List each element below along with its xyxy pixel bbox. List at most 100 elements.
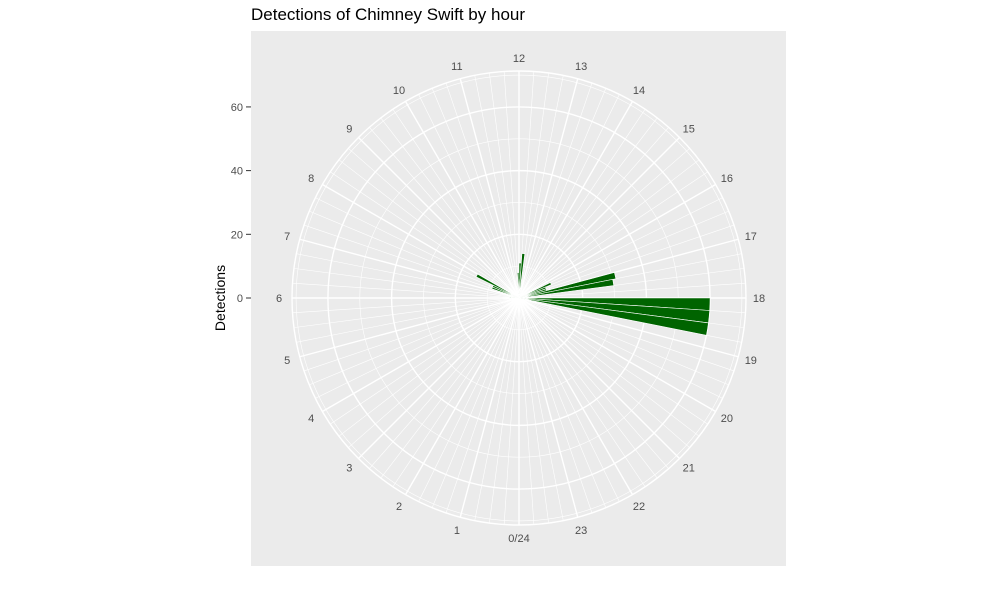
minor-spoke	[369, 127, 520, 299]
minor-spoke	[392, 297, 520, 487]
minor-spoke	[489, 297, 520, 524]
major-spoke	[357, 297, 520, 460]
minor-spoke	[380, 117, 520, 299]
minor-spoke	[338, 297, 520, 437]
hour-label: 21	[683, 463, 695, 475]
hour-label: 15	[683, 123, 695, 135]
minor-spoke	[518, 171, 708, 299]
hour-label: 4	[308, 413, 314, 425]
minor-spoke	[292, 297, 520, 314]
minor-spoke	[518, 94, 620, 299]
y-tick-label: 20	[231, 229, 243, 241]
bar	[518, 297, 709, 336]
major-spoke	[518, 297, 634, 495]
major-spoke	[299, 238, 520, 299]
minor-spoke	[518, 297, 658, 479]
major-spoke	[404, 101, 520, 299]
minor-spoke	[296, 297, 520, 343]
y-axis-label: Detections	[212, 265, 228, 331]
y-tick-label: 0	[237, 293, 243, 305]
major-spoke	[518, 297, 716, 413]
minor-spoke	[518, 197, 723, 299]
minor-spoke	[518, 297, 549, 524]
bar	[518, 253, 526, 299]
hour-label: 18	[753, 293, 765, 305]
minor-spoke	[418, 297, 520, 502]
minor-spoke	[518, 297, 723, 399]
minor-spoke	[518, 297, 700, 437]
minor-spoke	[518, 297, 729, 386]
minor-spoke	[518, 88, 607, 299]
hour-label: 7	[284, 231, 290, 243]
minor-spoke	[292, 282, 520, 299]
minor-spoke	[474, 75, 520, 299]
minor-ring	[295, 74, 743, 522]
major-spoke	[518, 297, 681, 460]
hour-label: 10	[393, 85, 405, 97]
minor-spoke	[431, 88, 520, 299]
minor-spoke	[330, 171, 520, 299]
minor-spoke	[518, 297, 690, 448]
hour-label: 9	[346, 123, 352, 135]
bar	[518, 279, 615, 299]
minor-spoke	[518, 297, 607, 508]
minor-spoke	[293, 297, 520, 328]
major-spoke	[357, 136, 520, 299]
major-spoke	[518, 297, 579, 518]
minor-spoke	[445, 297, 520, 514]
minor-spoke	[348, 148, 520, 299]
hour-label: 23	[575, 525, 587, 537]
minor-spoke	[518, 297, 564, 521]
minor-spoke	[303, 224, 520, 299]
major-spoke	[322, 297, 520, 413]
minor-spoke	[380, 297, 520, 479]
minor-spoke	[418, 94, 520, 299]
minor-spoke	[518, 297, 620, 502]
major-spoke	[518, 183, 716, 299]
major-spoke	[459, 78, 520, 299]
hour-label: 14	[633, 85, 645, 97]
minor-spoke	[338, 159, 520, 299]
grid	[291, 70, 747, 526]
bar	[518, 282, 552, 299]
hour-label: 6	[276, 293, 282, 305]
hour-label: 19	[745, 355, 757, 367]
bar	[518, 272, 617, 299]
bar	[509, 296, 520, 299]
minor-spoke	[518, 159, 700, 299]
chart-title: Detections of Chimney Swift by hour	[251, 5, 525, 24]
minor-spoke	[431, 297, 520, 508]
minor-spoke	[369, 297, 520, 469]
minor-spoke	[315, 297, 520, 399]
hour-label: 1	[454, 525, 460, 537]
hour-labels: 0/24123456789101112131415161718192021222…	[276, 53, 765, 545]
minor-spoke	[518, 297, 735, 372]
minor-spoke	[518, 297, 669, 469]
bars	[475, 253, 711, 336]
y-axis: 0 20 40 60	[231, 102, 251, 305]
minor-spoke	[518, 297, 708, 425]
hour-label: 2	[396, 501, 402, 513]
minor-spoke	[518, 210, 729, 299]
hour-label: 12	[513, 53, 525, 65]
minor-spoke	[518, 109, 646, 299]
hour-label: 11	[451, 61, 462, 73]
minor-spoke	[474, 297, 520, 521]
major-spoke	[518, 297, 739, 358]
outer-ring	[291, 70, 747, 526]
minor-spoke	[309, 297, 520, 386]
minor-spoke	[518, 297, 593, 514]
major-spoke	[459, 297, 520, 518]
y-tick-label: 60	[231, 102, 243, 114]
major-spoke	[518, 136, 681, 299]
minor-spoke	[503, 297, 520, 525]
minor-spoke	[518, 282, 746, 299]
hour-label: 0/24	[508, 533, 529, 545]
bar	[475, 273, 520, 299]
minor-spoke	[518, 297, 646, 487]
major-spoke	[299, 297, 520, 358]
minor-spoke	[392, 109, 520, 299]
minor-spoke	[445, 82, 520, 299]
hour-label: 3	[346, 463, 352, 475]
